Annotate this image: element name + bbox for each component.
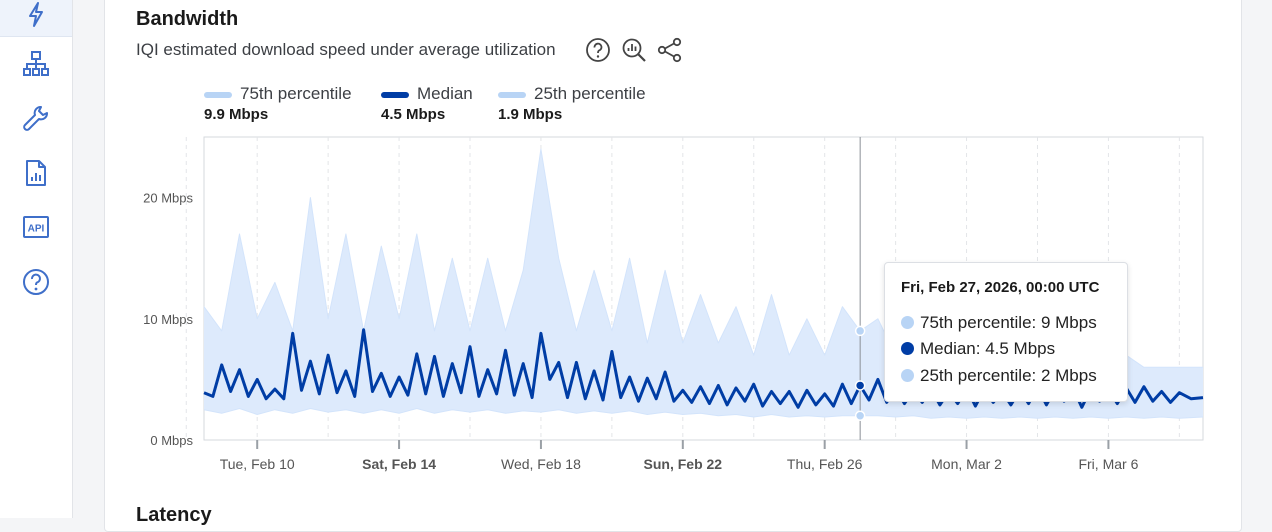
legend-label: Median (417, 84, 473, 103)
help-icon (586, 38, 610, 62)
lightning-icon (29, 2, 43, 27)
network-icon (23, 51, 49, 76)
legend-value: 4.5 Mbps (381, 106, 446, 123)
legend-value: 1.9 Mbps (498, 106, 563, 123)
sidebar-item-performance[interactable] (0, 0, 72, 37)
x-tick-label: Sun, Feb 22 (644, 456, 723, 472)
tooltip-dot (901, 316, 914, 329)
explore-chart-button[interactable] (620, 36, 648, 64)
tooltip-row-median: Median: 4.5 Mbps (901, 339, 1055, 359)
tooltip-dot (901, 369, 914, 382)
x-tick-label: Thu, Feb 26 (787, 456, 863, 472)
card-toolbar (584, 36, 684, 64)
hover-marker-p75 (854, 325, 866, 337)
card-subtitle: IQI estimated download speed under avera… (136, 40, 556, 59)
api-icon: API (23, 216, 49, 238)
hover-marker-p25 (854, 410, 866, 422)
x-tick-label: Sat, Feb 14 (362, 456, 436, 472)
help-icon (23, 269, 49, 295)
latency-section-title: Latency (136, 504, 212, 526)
y-tick-label: 20 Mbps (143, 191, 193, 206)
hover-marker-median (854, 380, 866, 391)
report-icon (26, 160, 46, 186)
tooltip-row-label: Median: 4.5 Mbps (920, 339, 1056, 358)
x-tick-label: Wed, Feb 18 (501, 456, 581, 472)
y-tick-label: 10 Mbps (143, 312, 193, 327)
y-tick-label: 0 Mbps (150, 433, 193, 448)
x-tick-label: Fri, Mar 6 (1078, 456, 1138, 472)
tooltip-row-label: 25th percentile: 2 Mbps (920, 366, 1097, 385)
sidebar-item-reports[interactable] (0, 151, 72, 195)
api-icon-label: API (28, 224, 45, 235)
zoom-chart-icon (622, 38, 646, 62)
share-icon (657, 37, 682, 63)
card-title: Bandwidth (136, 8, 239, 30)
bandwidth-chart[interactable]: 0 Mbps 10 Mbps 20 Mbps Tue, Feb 10 Sat, Feb … (0, 0, 1272, 518)
chart-tooltip: Fri, Feb 27, 2026, 00:00 UTC 75th percen… (884, 262, 1128, 402)
tooltip-row-p75: 75th percentile: 9 Mbps (901, 313, 1097, 333)
sidebar: API (0, 0, 73, 518)
info-button[interactable] (584, 36, 612, 64)
tooltip-title: Fri, Feb 27, 2026, 00:00 UTC (901, 279, 1100, 296)
legend-label: 75th percentile (240, 84, 352, 103)
legend-label: 25th percentile (534, 84, 646, 103)
sidebar-item-network[interactable] (0, 42, 72, 86)
legend-value: 9.9 Mbps (204, 106, 269, 123)
x-tick-label: Tue, Feb 10 (220, 456, 295, 472)
sidebar-item-help[interactable] (0, 260, 72, 304)
series-line-p25 (203, 408, 1204, 419)
sidebar-item-tools[interactable] (0, 96, 72, 140)
sidebar-item-api[interactable]: API (0, 205, 72, 249)
tooltip-row-p25: 25th percentile: 2 Mbps (901, 366, 1097, 386)
share-button[interactable] (656, 36, 684, 64)
tooltip-dot (901, 342, 914, 355)
x-tick-label: Mon, Mar 2 (931, 456, 1002, 472)
wrench-icon (23, 106, 48, 131)
legend-swatch-median (381, 92, 409, 98)
legend-swatch-p75 (204, 92, 232, 98)
tooltip-row-label: 75th percentile: 9 Mbps (920, 313, 1097, 332)
legend-swatch-p25 (498, 92, 526, 98)
